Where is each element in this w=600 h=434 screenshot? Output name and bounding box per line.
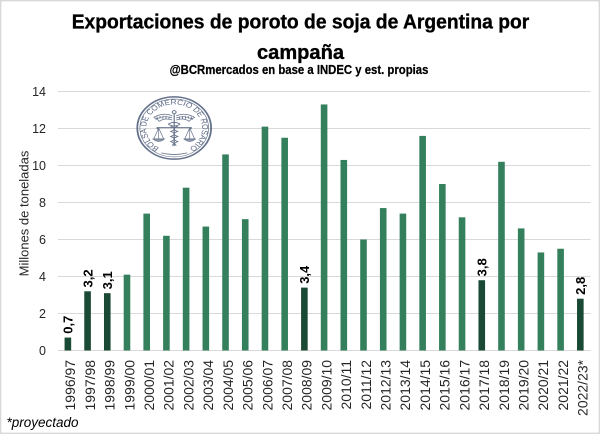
svg-text:2009/10: 2009/10 bbox=[318, 360, 334, 411]
svg-text:2011/12: 2011/12 bbox=[358, 360, 374, 410]
svg-text:2010/11: 2010/11 bbox=[338, 360, 354, 410]
svg-text:2005/06: 2005/06 bbox=[240, 360, 256, 411]
svg-text:1997/98: 1997/98 bbox=[82, 360, 98, 411]
svg-text:14: 14 bbox=[32, 85, 46, 99]
svg-text:1996/97: 1996/97 bbox=[62, 360, 78, 411]
svg-text:0: 0 bbox=[39, 344, 46, 358]
svg-text:3,4: 3,4 bbox=[297, 265, 312, 284]
svg-text:12: 12 bbox=[32, 122, 46, 136]
svg-text:2003/04: 2003/04 bbox=[200, 360, 216, 411]
svg-text:2021/22: 2021/22 bbox=[555, 360, 571, 411]
svg-text:2008/09: 2008/09 bbox=[299, 360, 315, 411]
svg-text:2004/05: 2004/05 bbox=[220, 360, 236, 411]
svg-text:0,7: 0,7 bbox=[61, 316, 76, 334]
svg-text:2007/08: 2007/08 bbox=[279, 360, 295, 411]
svg-text:2001/02: 2001/02 bbox=[161, 360, 177, 411]
svg-text:2015/16: 2015/16 bbox=[437, 360, 453, 411]
svg-text:2013/14: 2013/14 bbox=[397, 360, 413, 411]
svg-text:2000/01: 2000/01 bbox=[141, 360, 157, 411]
svg-text:2018/19: 2018/19 bbox=[496, 360, 512, 411]
svg-text:2020/21: 2020/21 bbox=[535, 360, 551, 411]
svg-text:3,2: 3,2 bbox=[80, 269, 95, 287]
svg-text:2: 2 bbox=[39, 307, 46, 321]
svg-text:2012/13: 2012/13 bbox=[378, 360, 394, 411]
svg-text:10: 10 bbox=[32, 159, 46, 173]
svg-text:2022/23*: 2022/23* bbox=[575, 359, 591, 416]
svg-text:2002/03: 2002/03 bbox=[180, 360, 196, 411]
svg-text:1999/00: 1999/00 bbox=[121, 360, 137, 411]
svg-text:1998/99: 1998/99 bbox=[102, 360, 118, 411]
svg-text:*proyectado: *proyectado bbox=[7, 415, 80, 430]
svg-text:4: 4 bbox=[39, 270, 46, 284]
svg-text:Exportaciones de poroto de soj: Exportaciones de poroto de soja de Argen… bbox=[72, 11, 530, 33]
svg-text:2006/07: 2006/07 bbox=[259, 360, 275, 411]
svg-text:8: 8 bbox=[39, 196, 46, 210]
svg-text:campaña: campaña bbox=[257, 42, 345, 64]
svg-text:2014/15: 2014/15 bbox=[417, 360, 433, 411]
svg-text:3,8: 3,8 bbox=[475, 258, 490, 276]
svg-text:2017/18: 2017/18 bbox=[476, 360, 492, 411]
svg-text:6: 6 bbox=[39, 233, 46, 247]
svg-text:@BCRmercados en base a INDEC y: @BCRmercados en base a INDEC y est. prop… bbox=[170, 62, 429, 77]
svg-text:2,8: 2,8 bbox=[573, 277, 588, 295]
svg-text:3,1: 3,1 bbox=[100, 271, 115, 289]
svg-text:2019/20: 2019/20 bbox=[515, 360, 531, 411]
svg-text:2016/17: 2016/17 bbox=[456, 360, 472, 411]
svg-text:Millones de toneladas: Millones de toneladas bbox=[17, 150, 32, 276]
